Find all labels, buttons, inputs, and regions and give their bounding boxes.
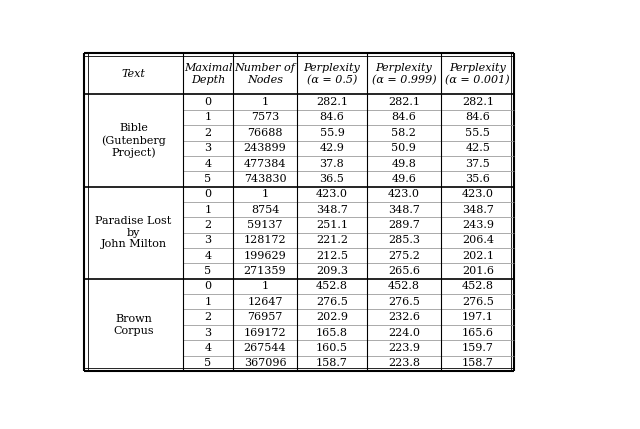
Text: 423.0: 423.0 [462, 189, 494, 199]
Text: Bible
(Gutenberg
Project): Bible (Gutenberg Project) [101, 123, 166, 158]
Text: 169172: 169172 [244, 327, 286, 338]
Text: 42.5: 42.5 [465, 143, 490, 153]
Text: Perplexity
(α = 0.001): Perplexity (α = 0.001) [445, 63, 510, 85]
Text: 8754: 8754 [251, 205, 279, 214]
Text: 12647: 12647 [247, 297, 283, 307]
Text: 209.3: 209.3 [316, 266, 348, 276]
Text: 35.6: 35.6 [465, 174, 490, 184]
Text: 743830: 743830 [244, 174, 286, 184]
Text: 76688: 76688 [247, 128, 283, 138]
Text: 0: 0 [204, 97, 212, 107]
Text: Number of
Nodes: Number of Nodes [235, 63, 296, 85]
Text: 4: 4 [204, 251, 212, 261]
Text: 0: 0 [204, 281, 212, 291]
Text: 223.8: 223.8 [388, 358, 420, 368]
Text: 165.8: 165.8 [316, 327, 348, 338]
Text: 2: 2 [204, 312, 212, 322]
Text: 206.4: 206.4 [462, 236, 494, 245]
Text: Maximal
Depth: Maximal Depth [184, 63, 232, 85]
Text: 452.8: 452.8 [462, 281, 494, 291]
Text: Text: Text [122, 69, 145, 79]
Text: 2: 2 [204, 220, 212, 230]
Text: 1: 1 [204, 297, 212, 307]
Text: 423.0: 423.0 [316, 189, 348, 199]
Text: 276.5: 276.5 [462, 297, 493, 307]
Text: 202.1: 202.1 [462, 251, 494, 261]
Text: 1: 1 [204, 205, 212, 214]
Text: 5: 5 [204, 358, 212, 368]
Text: 199629: 199629 [244, 251, 286, 261]
Text: 158.7: 158.7 [316, 358, 348, 368]
Text: 158.7: 158.7 [462, 358, 493, 368]
Text: 84.6: 84.6 [465, 112, 490, 122]
Text: 282.1: 282.1 [462, 97, 494, 107]
Text: 265.6: 265.6 [388, 266, 420, 276]
Text: 42.9: 42.9 [319, 143, 344, 153]
Text: 5: 5 [204, 266, 212, 276]
Text: Paradise Lost
by
John Milton: Paradise Lost by John Milton [95, 216, 172, 249]
Text: 367096: 367096 [244, 358, 286, 368]
Text: 4: 4 [204, 343, 212, 353]
Text: 55.9: 55.9 [319, 128, 344, 138]
Text: 275.2: 275.2 [388, 251, 420, 261]
Text: 84.6: 84.6 [392, 112, 417, 122]
Text: 159.7: 159.7 [462, 343, 493, 353]
Text: 197.1: 197.1 [462, 312, 493, 322]
Text: 271359: 271359 [244, 266, 286, 276]
Text: 59137: 59137 [247, 220, 283, 230]
Text: 3: 3 [204, 143, 212, 153]
Text: 202.9: 202.9 [316, 312, 348, 322]
Text: 289.7: 289.7 [388, 220, 420, 230]
Text: 49.8: 49.8 [392, 159, 417, 169]
Text: 37.8: 37.8 [319, 159, 344, 169]
Text: 128172: 128172 [244, 236, 286, 245]
Text: 1: 1 [204, 112, 212, 122]
Text: 243899: 243899 [244, 143, 286, 153]
Text: 160.5: 160.5 [316, 343, 348, 353]
Text: 477384: 477384 [244, 159, 286, 169]
Text: 49.6: 49.6 [392, 174, 417, 184]
Text: 276.5: 276.5 [388, 297, 420, 307]
Text: 201.6: 201.6 [462, 266, 494, 276]
Text: 232.6: 232.6 [388, 312, 420, 322]
Text: 4: 4 [204, 159, 212, 169]
Text: 165.6: 165.6 [462, 327, 494, 338]
Text: 0: 0 [204, 189, 212, 199]
Text: 55.5: 55.5 [465, 128, 490, 138]
Text: 50.9: 50.9 [392, 143, 417, 153]
Text: 212.5: 212.5 [316, 251, 348, 261]
Text: 224.0: 224.0 [388, 327, 420, 338]
Text: 221.2: 221.2 [316, 236, 348, 245]
Text: 267544: 267544 [244, 343, 286, 353]
Text: Brown
Corpus: Brown Corpus [113, 314, 154, 335]
Text: 348.7: 348.7 [388, 205, 420, 214]
Text: 348.7: 348.7 [462, 205, 493, 214]
Text: 7573: 7573 [251, 112, 279, 122]
Text: 223.9: 223.9 [388, 343, 420, 353]
Text: 37.5: 37.5 [465, 159, 490, 169]
Text: Perplexity
(α = 0.5): Perplexity (α = 0.5) [303, 63, 360, 85]
Text: 5: 5 [204, 174, 212, 184]
Text: 76957: 76957 [247, 312, 283, 322]
Text: 276.5: 276.5 [316, 297, 348, 307]
Text: 282.1: 282.1 [316, 97, 348, 107]
Text: 3: 3 [204, 236, 212, 245]
Text: 423.0: 423.0 [388, 189, 420, 199]
Text: 1: 1 [262, 97, 269, 107]
Text: 58.2: 58.2 [392, 128, 417, 138]
Text: 3: 3 [204, 327, 212, 338]
Text: 282.1: 282.1 [388, 97, 420, 107]
Text: 243.9: 243.9 [462, 220, 494, 230]
Text: 452.8: 452.8 [316, 281, 348, 291]
Text: 1: 1 [262, 281, 269, 291]
Text: 84.6: 84.6 [319, 112, 344, 122]
Text: Perplexity
(α = 0.999): Perplexity (α = 0.999) [372, 63, 436, 85]
Text: 1: 1 [262, 189, 269, 199]
Text: 36.5: 36.5 [319, 174, 344, 184]
Text: 251.1: 251.1 [316, 220, 348, 230]
Text: 2: 2 [204, 128, 212, 138]
Text: 348.7: 348.7 [316, 205, 348, 214]
Text: 452.8: 452.8 [388, 281, 420, 291]
Text: 285.3: 285.3 [388, 236, 420, 245]
